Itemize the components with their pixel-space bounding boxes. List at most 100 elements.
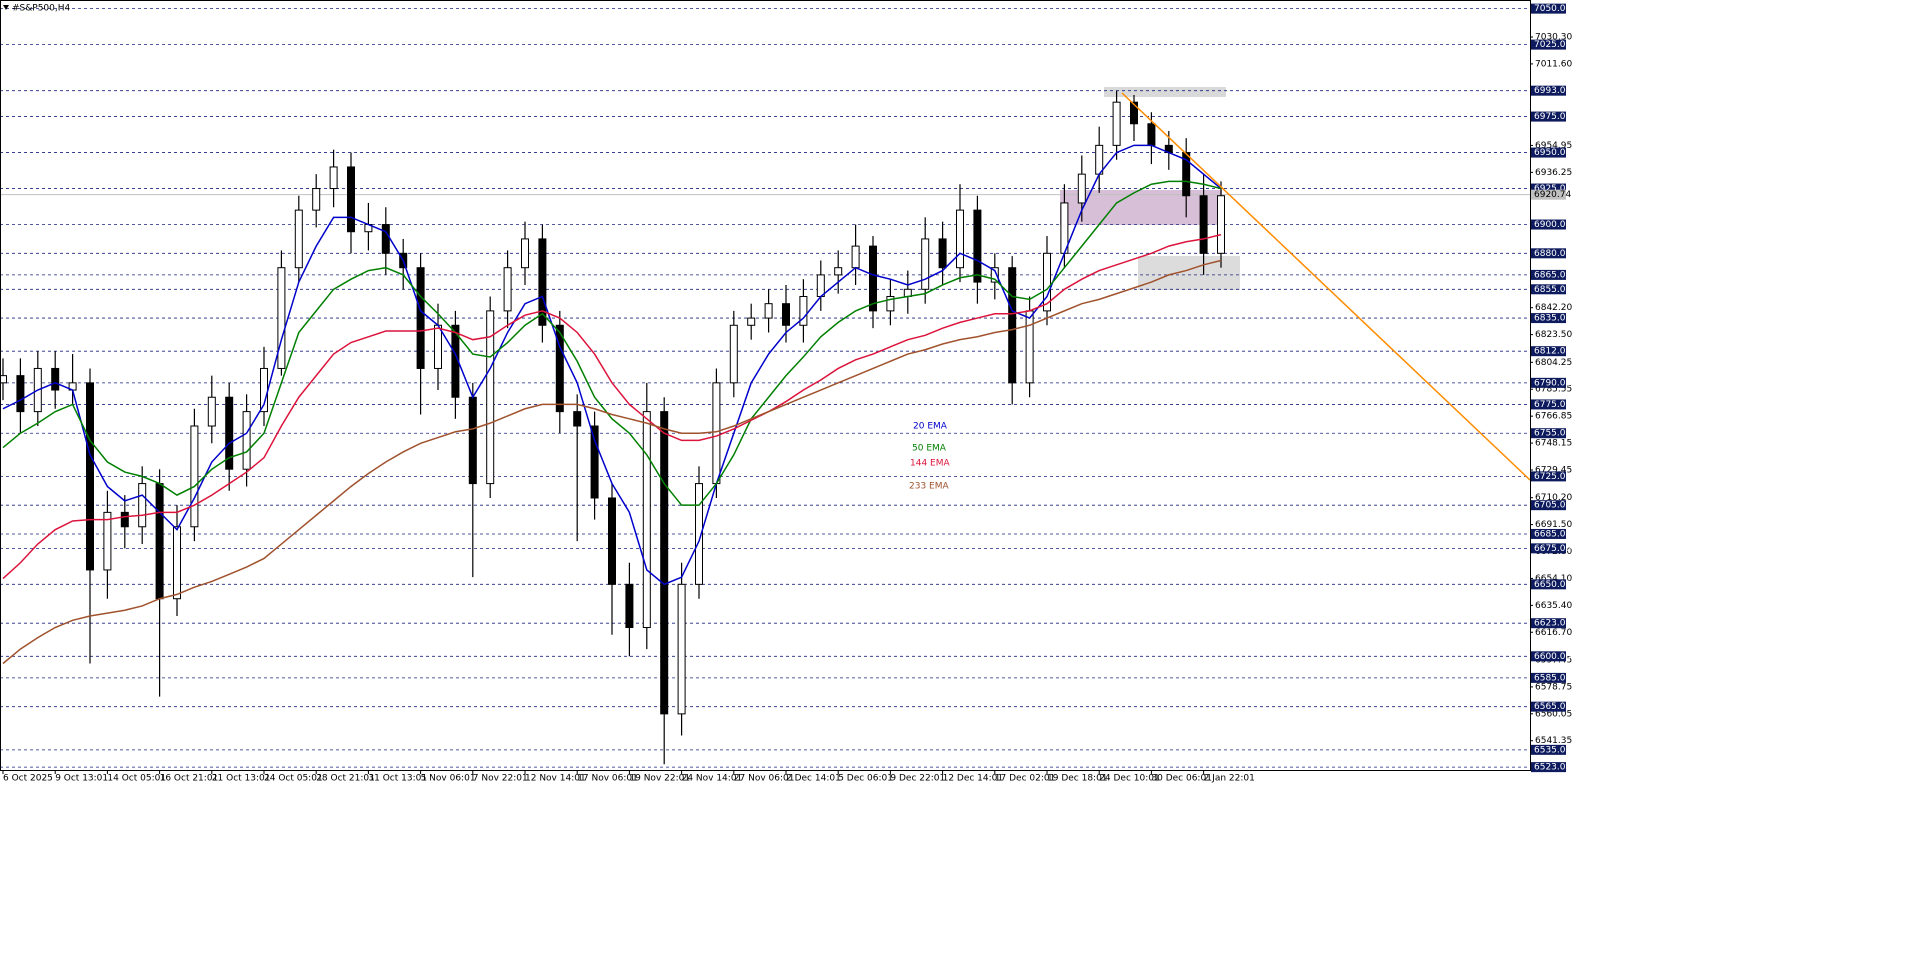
candle-body [590,425,599,499]
level-label: 6950.00 [1534,148,1571,158]
level-label: 6600.00 [1534,652,1571,662]
candle-body [538,238,547,326]
last-price-box [1531,189,1566,200]
plot-border [0,0,1531,771]
y-tick-label: 6654.10 [1535,574,1572,584]
y-tick-label: 6729.45 [1535,465,1572,475]
level-label-box [1531,377,1566,388]
candle-body [51,367,60,391]
candle-body [816,274,825,297]
candle-body [1112,101,1121,146]
x-tick-label: 5 Dec 06:01 [838,774,893,784]
candle-body [1025,310,1034,384]
candle-body [486,310,495,485]
legend-entry: 233 EMA [909,482,949,492]
level-label: 6685.00 [1534,529,1571,539]
ema-lines [2,144,1222,665]
level-label-box [1531,39,1566,50]
level-label-box [1531,428,1566,439]
level-label: 6812.00 [1534,347,1571,357]
candle-body [1199,195,1208,254]
level-label: 6925.00 [1534,184,1571,194]
y-tick-label: 6804.25 [1535,358,1572,368]
level-label: 6835.00 [1534,314,1571,324]
candle-body [990,267,999,283]
level-label-box [1531,579,1566,590]
level-label: 6993.00 [1534,86,1571,96]
candle-body [1130,101,1138,125]
x-tick-label: 19 Nov 22:01 [629,774,690,784]
level-label-box [1531,147,1566,158]
axes: 7030.30 7011.60 6954.95 6936.25 6842.20 6823.… [2,3,1572,784]
level-label: 6975.00 [1534,112,1571,122]
legend-entry: 20 EMA [913,422,948,432]
candle-body [921,238,930,290]
candle-body [712,382,721,485]
level-label: 7025.00 [1534,40,1571,50]
level-label-box [1531,672,1566,683]
title-icon [3,5,9,10]
level-label-box [1531,528,1566,539]
level-label-box [1531,284,1566,295]
candle-body [660,411,669,715]
y-tick-label: 6691.50 [1535,520,1572,530]
y-tick-label: 6748.15 [1535,439,1572,449]
level-label-box [1531,111,1566,122]
candle-body [347,166,355,233]
level-label: 6855.00 [1534,285,1571,295]
level-label: 6865.00 [1534,270,1571,280]
candle-body [1008,267,1017,384]
level-label-box [1531,85,1566,96]
candles [0,90,1225,765]
trend-line [1121,92,1531,481]
x-tick-label: 24 Oct 05:01 [264,774,323,784]
candle-body [1095,144,1104,175]
candle-body [138,483,147,528]
chart-title: #S&P500,H4 [12,4,71,14]
level-label-box [1531,762,1566,773]
candle-body [973,209,982,283]
candle-body [886,295,895,312]
x-tick-label: 5 Nov 06:01 [421,774,476,784]
candle-body [521,238,529,269]
ema-line [2,259,1222,665]
x-tick-label: 19 Dec 18:01 [1047,774,1108,784]
x-tick-label: 17 Nov 06:01 [577,774,638,784]
x-tick-label: 7 Nov 22:01 [473,774,528,784]
y-tick-label: 6785.55 [1535,385,1572,395]
candle-body [851,245,860,269]
level-label: 6675.00 [1534,544,1571,554]
x-tick-label: 9 Dec 22:01 [890,774,945,784]
y-tick-label: 7030.30 [1535,32,1572,42]
candle-body [86,382,94,571]
candle-body [277,267,286,369]
legend-entry: 50 EMA [912,444,947,454]
level-label-box [1531,219,1566,230]
y-tick-label: 6578.75 [1535,682,1572,692]
candle-body [294,209,303,269]
last-price-label: 6920.74 [1534,190,1571,200]
y-tick-label: 6842.20 [1535,303,1572,313]
level-label: 6775.00 [1534,400,1571,410]
candle-body [1182,152,1191,197]
candle-body [503,267,512,312]
candle-body [573,411,582,427]
candle-body [555,324,564,413]
candle-body [799,295,808,326]
x-tick-label: 12 Nov 14:01 [525,774,586,784]
candle-body [190,425,199,528]
x-tick-label: 2 Dec 14:01 [786,774,841,784]
supply-zone [1060,190,1222,225]
candle-body [764,303,773,319]
resistance-zone [1104,87,1226,97]
candle-body [434,324,442,369]
level-label: 6650.00 [1534,580,1571,590]
x-tick-label: 2 Jan 22:01 [1204,774,1255,784]
y-tick-label: 6710.20 [1535,493,1572,503]
x-tick-label: 6 Oct 2025 [3,774,53,784]
candle-body [242,411,251,470]
candle-body [956,209,964,269]
candle-body [938,238,947,269]
